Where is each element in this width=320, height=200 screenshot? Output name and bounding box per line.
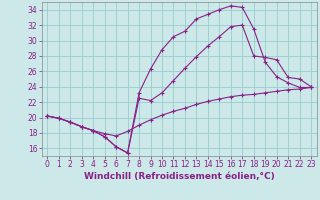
X-axis label: Windchill (Refroidissement éolien,°C): Windchill (Refroidissement éolien,°C)	[84, 172, 275, 181]
